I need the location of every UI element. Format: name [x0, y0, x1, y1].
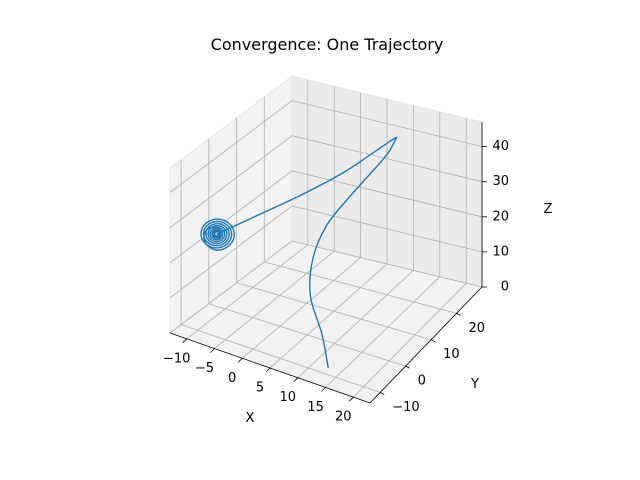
- x-tick-label: 15: [307, 400, 324, 415]
- grid-line-z: [291, 205, 483, 253]
- x-tick-label: 20: [335, 410, 352, 425]
- grid-line-z: [291, 135, 483, 183]
- x-tick: [182, 338, 187, 344]
- z-tick-label: 10: [492, 244, 509, 259]
- x-tick: [237, 358, 243, 363]
- grid-line-x: [241, 257, 361, 359]
- grid-line-z: [169, 100, 293, 193]
- series-group: [200, 136, 398, 369]
- y-tick-label: −10: [392, 400, 419, 415]
- x-axis-label: X: [246, 411, 255, 426]
- grid-line-x: [325, 276, 441, 388]
- grid-line-z: [169, 135, 293, 229]
- x-tick-label: 0: [228, 371, 236, 386]
- z-axis-label: Z: [544, 202, 553, 217]
- grid-line-x: [297, 270, 414, 378]
- x-tick-label: 5: [256, 381, 264, 396]
- grid-line-x: [214, 250, 335, 349]
- x-tick: [293, 377, 299, 382]
- grid-line-z: [291, 170, 483, 218]
- x-tick: [321, 387, 326, 392]
- grid-line-y: [236, 282, 432, 341]
- y-axis-line: [369, 286, 483, 404]
- z-tick-label: 40: [492, 139, 509, 154]
- z-tick-label: 20: [492, 209, 509, 224]
- z-tick-label: 30: [492, 174, 509, 189]
- grid-line-y: [180, 324, 381, 393]
- y-tick-label: 10: [443, 347, 460, 362]
- grid-line-z: [291, 100, 483, 147]
- grid-line-z: [169, 170, 293, 264]
- trajectory-line: [200, 136, 398, 369]
- x-tick-label: 10: [280, 390, 297, 405]
- x-tick: [349, 396, 354, 402]
- grid-line-y: [208, 303, 406, 367]
- y-tick-label: 0: [418, 374, 426, 389]
- y-axis-label: Y: [470, 377, 479, 392]
- grid-line-z: [169, 205, 293, 299]
- x-tick-label: −10: [163, 351, 190, 366]
- chart-title: Convergence: One Trajectory: [211, 35, 444, 54]
- tick-marks: [182, 146, 487, 402]
- grid-line-z: [169, 240, 293, 334]
- x-tick: [210, 348, 215, 353]
- z-tick-label: 0: [501, 280, 509, 295]
- grid-line-y: [264, 261, 457, 314]
- x-tick-label: −5: [195, 361, 214, 376]
- tick-labels: −10 −5 0 5 10 15 20 −10 0 10 20 0 10 20 30 40: [163, 139, 509, 425]
- x-tick: [265, 367, 271, 373]
- grid-line-x: [353, 282, 467, 398]
- grid-line-z: [291, 240, 483, 288]
- y-tick-label: 20: [469, 321, 486, 336]
- grid-line-x: [269, 263, 388, 369]
- y-tick: [456, 313, 461, 316]
- grid-line-x: [186, 244, 309, 340]
- y-tick: [380, 392, 385, 395]
- y-tick: [430, 339, 436, 343]
- y-tick: [405, 365, 410, 369]
